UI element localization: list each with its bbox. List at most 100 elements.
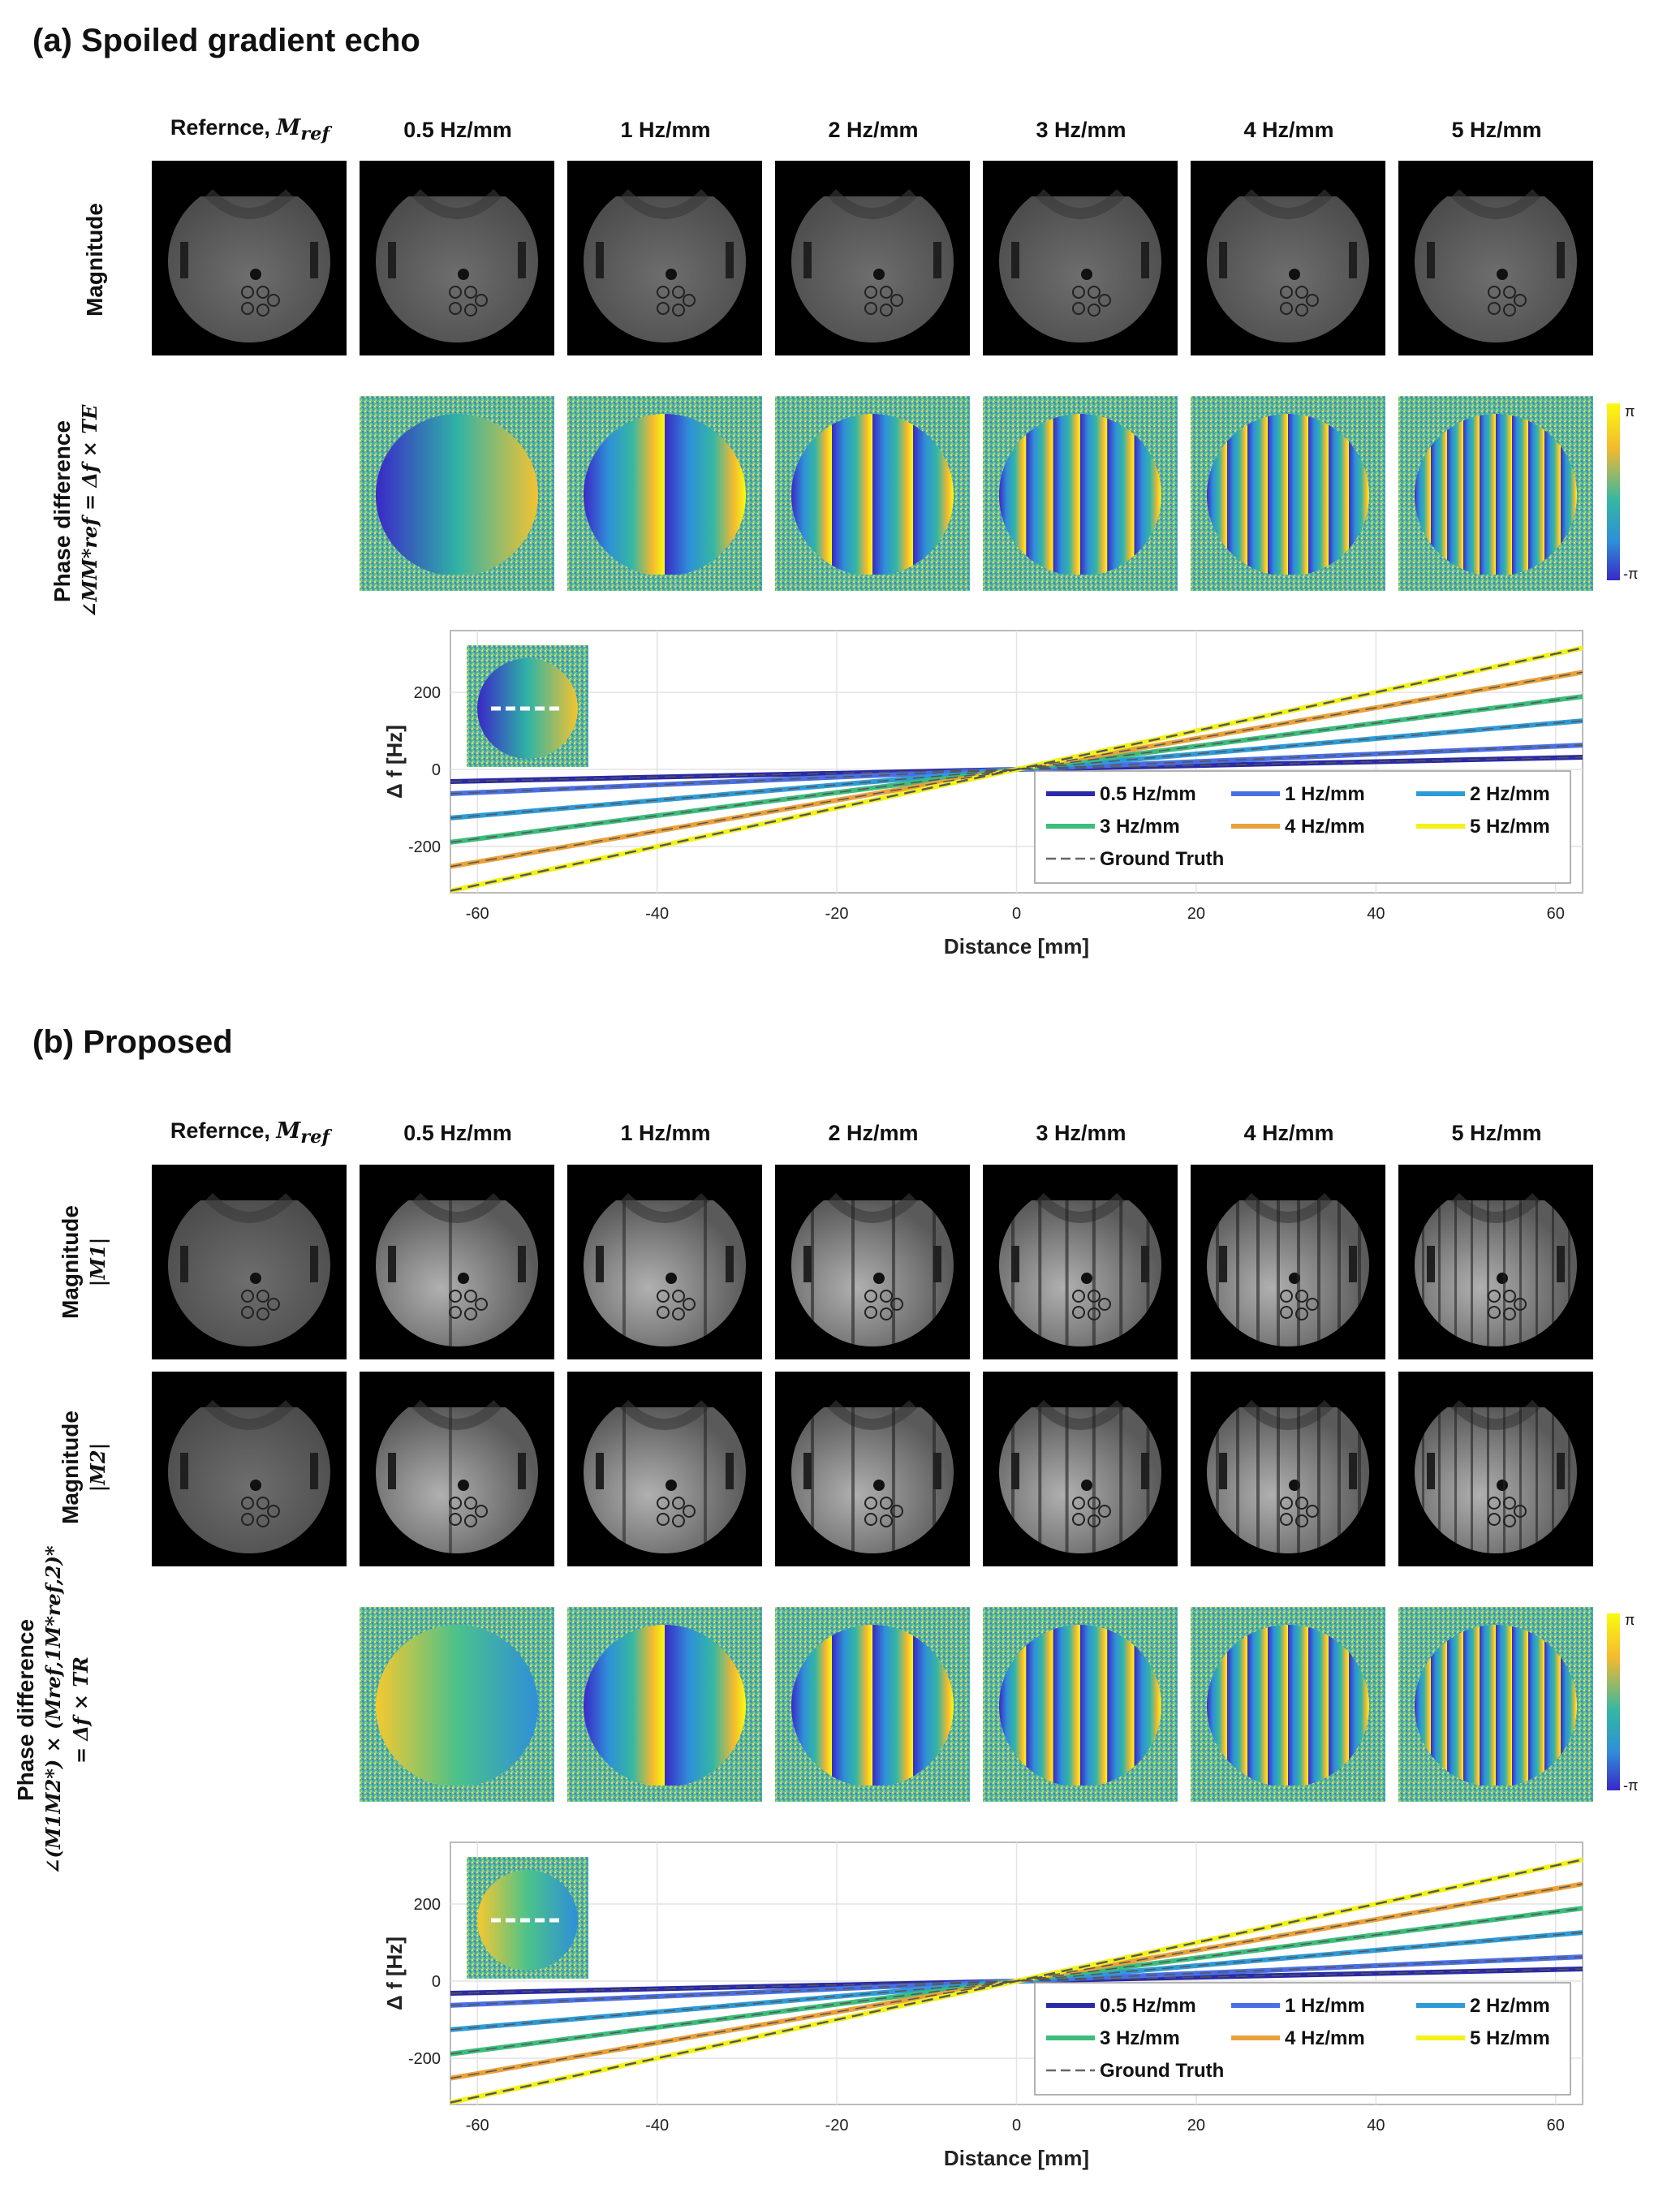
- y-tick-label: 200: [414, 684, 441, 702]
- legend-entry: 0.5 Hz/mm: [1100, 783, 1196, 805]
- y-tick-label: 0: [432, 1973, 441, 1991]
- legend-entry: 1 Hz/mm: [1285, 1995, 1365, 2017]
- phase-image-4: [1191, 396, 1385, 591]
- m2-image-3: [983, 1372, 1178, 1566]
- row-label-phase-a-math: ∠MM*ref = Δf × TE: [78, 404, 101, 618]
- magnitude-image-reference: [152, 161, 347, 355]
- x-tick-label: -40: [645, 905, 669, 923]
- column-header-reference: Refernce, Mref: [153, 1118, 347, 1148]
- inset-phase-thumbnail: [467, 645, 588, 767]
- x-tick-label: -40: [645, 2117, 669, 2135]
- colorbar-b-bottom-label: -π: [1623, 1777, 1639, 1794]
- magnitude-image-5: [1398, 161, 1593, 355]
- m1-image-2: [775, 1165, 970, 1359]
- phase-image-0.5: [360, 396, 554, 591]
- m1-image-4: [1191, 1165, 1385, 1359]
- colorbar-b: [1607, 1613, 1620, 1790]
- legend-entry: 2 Hz/mm: [1470, 1995, 1550, 2017]
- column-header-text: Refernce,: [170, 115, 277, 140]
- phase-b-image-3: [983, 1607, 1178, 1802]
- ground-truth-overlay: [450, 1968, 1583, 1994]
- ref-subscript: ref: [300, 123, 330, 145]
- phase-image-5: [1398, 396, 1593, 591]
- x-axis-label: Distance [mm]: [944, 934, 1089, 958]
- column-header-5: 5 Hz/mm: [1451, 1121, 1542, 1145]
- phase-b-image-0.5: [360, 1607, 554, 1802]
- legend-entry: 5 Hz/mm: [1470, 816, 1550, 838]
- y-tick-label: 200: [414, 1896, 441, 1914]
- legend-entry: 1 Hz/mm: [1285, 783, 1365, 805]
- y-axis-label: Δ f [Hz]: [382, 725, 407, 799]
- x-tick-label: 20: [1187, 905, 1205, 923]
- x-tick-label: -60: [466, 905, 489, 923]
- ground-truth-overlay: [450, 744, 1583, 795]
- row-label-phase-b-math2: = Δf × TR: [69, 1656, 93, 1764]
- magnitude-image-0.5: [360, 161, 554, 355]
- x-tick-label: 20: [1187, 2117, 1205, 2135]
- phase-b-image-5: [1398, 1607, 1593, 1802]
- y-tick-label: -200: [408, 838, 441, 856]
- legend-entry: 4 Hz/mm: [1285, 816, 1365, 838]
- x-tick-label: 0: [1012, 905, 1021, 923]
- colorbar-a: [1607, 403, 1620, 580]
- column-header-0.5: 0.5 Hz/mm: [403, 1121, 512, 1145]
- m2-image-0.5: [360, 1372, 554, 1566]
- column-header-1: 1 Hz/mm: [620, 118, 711, 142]
- column-header-reference: Refernce, Mref: [153, 115, 347, 144]
- x-tick-label: 40: [1367, 905, 1385, 923]
- m1-image-reference: [152, 1165, 347, 1359]
- ground-truth-overlay: [450, 696, 1583, 843]
- row-label-phase-b-text: Phase difference: [13, 1618, 38, 1802]
- legend-entry: Ground Truth: [1100, 2060, 1224, 2082]
- ref-symbol: M: [276, 115, 301, 140]
- phase-b-image-2: [775, 1607, 970, 1802]
- legend: 0.5 Hz/mm 1 Hz/mm 2 Hz/mm 3 Hz/mm 4 Hz/mm 5 H…: [1034, 770, 1571, 884]
- colorbar-a-bottom-label: -π: [1623, 566, 1639, 582]
- m2-image-1: [567, 1372, 762, 1566]
- legend-entry: Ground Truth: [1100, 848, 1224, 870]
- legend-entry: 3 Hz/mm: [1100, 816, 1180, 838]
- magnitude-image-2: [775, 161, 970, 355]
- section-a-title: (a) Spoiled gradient echo: [32, 23, 420, 58]
- m2-image-2: [775, 1372, 970, 1566]
- m1-image-3: [983, 1165, 1178, 1359]
- colorbar-a-top-label: π: [1625, 403, 1635, 420]
- ground-truth-overlay: [450, 1956, 1583, 2006]
- ref-subscript: ref: [300, 1127, 330, 1148]
- column-header-1: 1 Hz/mm: [620, 1121, 711, 1145]
- magnitude-image-1: [567, 161, 762, 355]
- magnitude-image-3: [983, 161, 1178, 355]
- row-label-phase-a-text: Phase difference: [50, 420, 75, 603]
- row-label-phase-a: Phase difference ∠MM*ref = Δf × TE: [49, 381, 114, 641]
- ground-truth-overlay: [450, 1907, 1583, 2055]
- ref-symbol: M: [276, 1118, 301, 1144]
- m1-image-0.5: [360, 1165, 554, 1359]
- ground-truth-overlay: [450, 1859, 1583, 2104]
- legend: 0.5 Hz/mm 1 Hz/mm 2 Hz/mm 3 Hz/mm 4 Hz/mm 5 H…: [1034, 1982, 1571, 2096]
- ground-truth-overlay: [450, 1932, 1583, 2031]
- m2-image-4: [1191, 1372, 1385, 1566]
- legend-entry: 3 Hz/mm: [1100, 2027, 1180, 2049]
- y-tick-label: -200: [408, 2050, 441, 2068]
- legend-entry: 2 Hz/mm: [1470, 783, 1550, 805]
- column-header-4: 4 Hz/mm: [1243, 1121, 1334, 1145]
- x-axis-label: Distance [mm]: [944, 2146, 1089, 2170]
- column-header-2: 2 Hz/mm: [828, 118, 919, 142]
- m1-image-1: [567, 1165, 762, 1359]
- column-header-0.5: 0.5 Hz/mm: [403, 118, 512, 142]
- phase-image-1: [567, 396, 762, 591]
- column-header-3: 3 Hz/mm: [1036, 1121, 1126, 1145]
- ground-truth-overlay: [450, 756, 1583, 782]
- legend-box: [1034, 770, 1571, 884]
- x-tick-label: -20: [825, 2117, 849, 2135]
- column-header-3: 3 Hz/mm: [1036, 118, 1126, 142]
- m2-image-5: [1398, 1372, 1593, 1566]
- phase-b-image-1: [567, 1607, 762, 1802]
- legend-entry: 4 Hz/mm: [1285, 2027, 1365, 2049]
- legend-box: [1034, 1982, 1571, 2096]
- x-tick-label: -20: [825, 905, 849, 923]
- x-tick-label: 60: [1547, 2117, 1565, 2135]
- y-axis-label: Δ f [Hz]: [382, 1936, 407, 2010]
- x-tick-label: 40: [1367, 2117, 1385, 2135]
